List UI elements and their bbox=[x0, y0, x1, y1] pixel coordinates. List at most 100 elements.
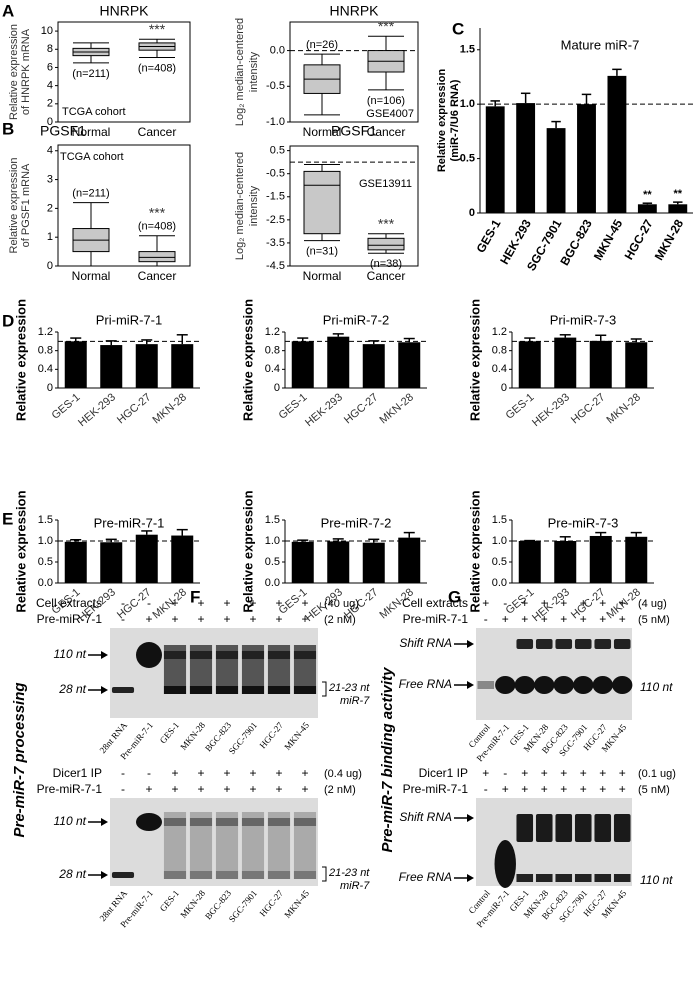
y-tick-label: 0.0 bbox=[492, 577, 507, 589]
amount: (40 ug) bbox=[324, 598, 359, 610]
band bbox=[553, 676, 574, 694]
panel-label: D bbox=[2, 311, 14, 330]
band bbox=[136, 813, 162, 831]
y-tick-label: -2.5 bbox=[266, 214, 285, 226]
chart-title: Pri-miR-7-3 bbox=[550, 312, 616, 327]
sign: + bbox=[249, 596, 256, 610]
sample-size: (n=211) bbox=[72, 68, 109, 80]
y-tick-label: -4.5 bbox=[266, 260, 285, 272]
marker-arrowhead bbox=[101, 871, 108, 879]
y-tick-label: 0.8 bbox=[38, 345, 53, 357]
y-axis-label: Relative expression bbox=[467, 299, 482, 421]
band bbox=[189, 871, 213, 879]
band bbox=[241, 651, 265, 659]
y-axis-label: Relative expression bbox=[467, 490, 482, 612]
band bbox=[267, 651, 291, 659]
lane-label: GES-1 bbox=[158, 888, 181, 913]
x-tick-label: MKN-28 bbox=[150, 391, 189, 426]
sign: + bbox=[249, 766, 256, 780]
sign: + bbox=[223, 612, 230, 626]
sign: + bbox=[171, 766, 178, 780]
sample-size: (n=26) bbox=[306, 39, 338, 51]
sign: + bbox=[521, 766, 528, 780]
band bbox=[514, 676, 535, 694]
sign: + bbox=[223, 766, 230, 780]
x-tick-label: HEK-293 bbox=[530, 391, 572, 429]
sample-size: (n=106) bbox=[367, 95, 405, 107]
marker-arrowhead bbox=[467, 681, 474, 689]
chart-title: Pre-miR-7-1 bbox=[94, 515, 165, 530]
x-tick-label: MKN-28 bbox=[377, 391, 416, 426]
y-tick-label: 0.5 bbox=[270, 145, 285, 157]
band bbox=[163, 818, 187, 826]
sign: + bbox=[197, 596, 204, 610]
smear bbox=[215, 812, 239, 879]
y-tick-label: 0 bbox=[47, 116, 53, 128]
band bbox=[267, 686, 291, 694]
smear bbox=[293, 812, 317, 879]
marker-arrowhead bbox=[467, 874, 474, 882]
bar bbox=[607, 75, 627, 213]
marker-arrowhead bbox=[101, 818, 108, 826]
amount: (2 nM) bbox=[324, 614, 356, 626]
bar bbox=[398, 537, 421, 583]
product-label: 21-23 nt bbox=[328, 682, 370, 694]
bar bbox=[135, 344, 158, 388]
y-tick-label: 0 bbox=[501, 382, 507, 394]
x-tick-label: HGC-27 bbox=[622, 217, 656, 262]
bar bbox=[546, 128, 566, 213]
x-tick-label: MKN-28 bbox=[150, 586, 189, 621]
band bbox=[594, 874, 612, 882]
bar bbox=[485, 106, 505, 213]
sign: + bbox=[301, 596, 308, 610]
chart-title: Mature miR-7 bbox=[561, 37, 640, 52]
plot-frame bbox=[289, 145, 419, 267]
sign: - bbox=[147, 766, 151, 780]
x-tick-label: Cancer bbox=[138, 125, 177, 139]
bar bbox=[362, 344, 385, 388]
band bbox=[555, 874, 573, 882]
x-tick-label: Normal bbox=[72, 125, 111, 139]
band bbox=[189, 818, 213, 826]
sign: + bbox=[521, 596, 528, 610]
y-axis-label: Relative expression bbox=[240, 490, 255, 612]
sign: + bbox=[521, 782, 528, 796]
marker-arrowhead bbox=[467, 640, 474, 648]
bar bbox=[589, 535, 612, 583]
chart-title: Pri-miR-7-2 bbox=[323, 312, 389, 327]
band bbox=[267, 818, 291, 826]
marker-label: 110 nt bbox=[54, 647, 87, 661]
y-tick-label: 8 bbox=[47, 43, 53, 55]
sign: + bbox=[580, 612, 587, 626]
chart-title: PGSF1 bbox=[40, 123, 86, 139]
y-axis-label: Log₂ median-centered bbox=[234, 18, 246, 126]
band bbox=[592, 676, 613, 694]
sign: - bbox=[503, 596, 507, 610]
cohort-label: TCGA cohort bbox=[60, 151, 124, 163]
panel-label: A bbox=[2, 1, 14, 20]
y-axis-label: of HNRPK mRNA bbox=[20, 28, 32, 115]
sign: + bbox=[197, 766, 204, 780]
x-tick-label: GES-1 bbox=[277, 391, 310, 421]
smear bbox=[163, 812, 187, 879]
x-tick-label: Cancer bbox=[138, 269, 177, 283]
chart-title: HNRPK bbox=[329, 3, 379, 19]
box bbox=[367, 237, 405, 251]
sign: + bbox=[541, 612, 548, 626]
y-tick-label: 0.5 bbox=[492, 556, 507, 568]
row-label: Cell extracts bbox=[402, 596, 468, 610]
x-tick-label: Cancer bbox=[367, 269, 406, 283]
bar bbox=[554, 541, 577, 583]
sign: + bbox=[541, 766, 548, 780]
marker-label: 28 nt bbox=[58, 867, 86, 881]
y-tick-label: 1.2 bbox=[265, 326, 280, 338]
y-tick-label: 1.5 bbox=[38, 514, 53, 526]
band bbox=[241, 818, 265, 826]
bar bbox=[637, 204, 657, 213]
cohort-label: GSE13911 bbox=[359, 178, 412, 190]
sample-size: (n=38) bbox=[370, 258, 402, 270]
y-axis-label: intensity bbox=[248, 185, 260, 226]
chart-title: Pri-miR-7-1 bbox=[96, 312, 162, 327]
side-label: Pre-miR-7 processing bbox=[11, 682, 28, 837]
bar bbox=[100, 345, 123, 388]
